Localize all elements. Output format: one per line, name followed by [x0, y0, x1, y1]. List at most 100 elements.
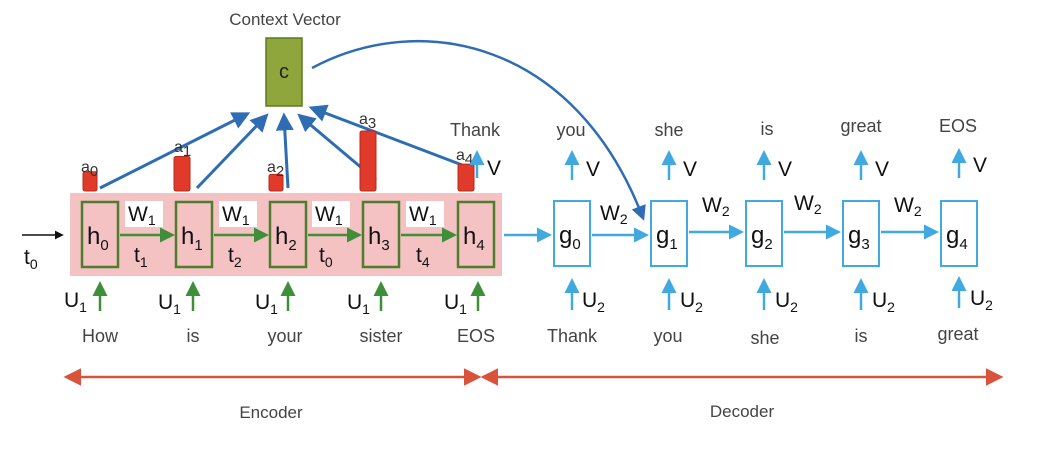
encoder-cell-4: [456, 200, 496, 269]
encoder-cell-0: [80, 200, 120, 269]
decoder-output-word-1: she: [654, 120, 683, 140]
encoder-cells: [80, 200, 496, 269]
decoder-input-word-4: great: [937, 324, 978, 344]
context-to-decoder-arrow: [311, 40, 646, 221]
encoder-output-word: Thank: [450, 120, 501, 140]
context-vector-box: [265, 37, 303, 107]
context-vector-title: Context Vector: [229, 10, 341, 29]
encoder-input-word-4: EOS: [457, 326, 495, 346]
decoder-input-weight-2: U2: [775, 289, 798, 315]
encoder-weight-bg-3: [312, 201, 350, 227]
encoder-cell-labels: h0 h1 h2 h3 h4: [87, 223, 485, 254]
decoder-output-arrows: [564, 148, 967, 180]
attention-labels: a0 a1 a2 a3 a4: [81, 111, 473, 180]
decoder-cells: [553, 200, 978, 267]
decoder-output-word-0: you: [556, 120, 585, 140]
decoder-input-weight-4: U2: [970, 287, 993, 313]
decoder-input-words: Thank you she is great: [547, 324, 979, 348]
decoder-cell-2: [745, 200, 783, 267]
decoder-cell-4: [940, 200, 978, 267]
decoder-output-weight-0: V: [586, 158, 600, 181]
decoder-weight-label-3: W2: [794, 192, 822, 217]
decoder-input-weights: U2 U2 U2 U2 U2: [582, 287, 993, 315]
encoder-weight-bg-1: [125, 201, 163, 227]
encoder-input-words: How is your sister EOS: [82, 326, 495, 346]
encoder-input-weight-0: U1: [64, 289, 87, 315]
decoder-input-word-0: Thank: [547, 326, 598, 346]
decoder-output-words: you she is great EOS: [556, 116, 977, 140]
decoder-output-word-3: great: [840, 116, 881, 136]
decoder-label: Decoder: [710, 402, 775, 421]
encoder-input-weight-2: U1: [255, 291, 278, 317]
decoder-weight-labels: W2 W2 W2 W2: [600, 192, 922, 227]
encoder-input-word-2: your: [267, 326, 302, 346]
decoder-input-arrows: [564, 276, 967, 310]
attention-bar-3: [359, 130, 377, 192]
decoder-cell-label-3: g3: [848, 222, 870, 253]
encoder-weight-bg-2: [219, 201, 257, 227]
attention-bar-4: [457, 163, 475, 192]
attention-bar-1: [173, 156, 191, 192]
decoder-cell-3: [842, 200, 880, 267]
decoder-output-weight-3: V: [875, 158, 889, 181]
encoder-input-weight-4: U1: [444, 291, 467, 317]
encoder-cell-3: [361, 200, 401, 269]
decoder-weight-label-2: W2: [702, 194, 730, 219]
decoder-cell-label-2: g2: [751, 222, 773, 253]
encoder-time-label-2: t2: [228, 244, 242, 270]
encoder-cell-label-4: h4: [463, 223, 485, 254]
attention-label-4: a4: [456, 147, 473, 168]
encoder-cell-label-2: h2: [275, 223, 297, 254]
attention-arrow-4: [308, 104, 471, 170]
attention-arrow-1: [195, 113, 269, 190]
encoder-cell-1: [174, 200, 214, 269]
initial-time-label: t0: [24, 246, 38, 272]
encoder-input-weight-3: U1: [347, 291, 370, 317]
attention-arrow-2: [275, 112, 294, 189]
encoder-cell-label-1: h1: [181, 223, 203, 254]
attention-bars: [82, 130, 475, 192]
decoder-cell-0: [553, 200, 591, 267]
attention-arrows: [99, 104, 471, 190]
attention-label-1: a1: [174, 139, 191, 160]
encoder-weight-label-1: W1: [128, 203, 156, 228]
encoder-output-v: V: [487, 157, 501, 180]
decoder-cell-1: [650, 200, 688, 267]
decoder-recurrent-arrows: [592, 224, 939, 243]
encoder-weight-labels: W1 W1 W1 W1: [125, 201, 444, 228]
decoder-output-word-2: is: [761, 119, 774, 139]
decoder-output-weight-1: V: [683, 158, 697, 181]
decoder-input-word-2: she: [750, 328, 779, 348]
decoder-output-weights: V V V V V: [586, 154, 987, 181]
decoder-input-word-1: you: [653, 326, 682, 346]
encoder-input-word-1: is: [187, 326, 200, 346]
decoder-input-word-3: is: [855, 326, 868, 346]
encoder-weight-label-3: W1: [315, 203, 343, 228]
decoder-weight-label-1: W2: [600, 202, 628, 227]
decoder-cell-label-1: g1: [656, 222, 678, 253]
decoder-cell-label-4: g4: [946, 222, 968, 253]
encoder-time-label-4: t4: [416, 244, 430, 270]
encoder-weight-label-4: W1: [409, 203, 437, 228]
decoder-weight-label-4: W2: [894, 194, 922, 219]
encoder-input-word-0: How: [82, 326, 119, 346]
attention-label-0: a0: [81, 159, 98, 180]
attention-bar-2: [268, 173, 284, 192]
attention-label-3: a3: [359, 111, 376, 132]
encoder-weight-bg-4: [406, 201, 444, 227]
decoder-input-weight-3: U2: [872, 289, 895, 315]
encoder-time-label-3: t0: [319, 244, 333, 270]
encoder-input-weight-1: U1: [158, 291, 181, 317]
decoder-input-weight-0: U2: [582, 289, 605, 315]
encoder-input-word-3: sister: [359, 326, 402, 346]
decoder-cell-label-0: g0: [559, 222, 581, 253]
decoder-output-word-4: EOS: [939, 116, 977, 136]
encoder-time-label-1: t1: [134, 244, 148, 270]
encoder-input-weights: U1 U1 U1 U1 U1: [64, 289, 467, 317]
attention-label-2: a2: [267, 159, 284, 180]
decoder-input-weight-1: U2: [680, 289, 703, 315]
decoder-output-weight-2: V: [778, 158, 792, 181]
encoder-time-labels: t1 t2 t0 t4: [134, 244, 430, 270]
encoder-label: Encoder: [239, 403, 303, 422]
decoder-output-weight-4: V: [973, 154, 987, 177]
